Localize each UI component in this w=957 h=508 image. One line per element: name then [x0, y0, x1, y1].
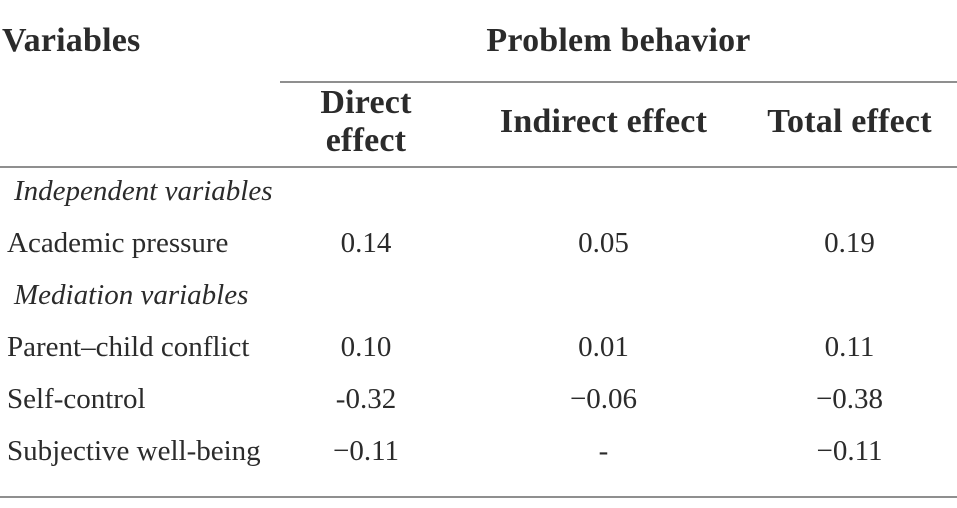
cell-indirect-effect: 0.01: [578, 330, 629, 363]
cell-direct-effect: −0.11: [332, 434, 400, 467]
section-row-independent-variables: Independent variables: [0, 167, 957, 219]
row-label: Self-control: [7, 382, 146, 415]
table-row-parent-child-conflict: Parent–child conflict 0.10 0.01 0.11: [0, 323, 957, 375]
row-label: Parent–child conflict: [7, 330, 250, 363]
cell-total-effect: 0.19: [824, 226, 875, 259]
cell-total-effect: 0.11: [824, 330, 875, 363]
empty-corner-cell: [0, 82, 280, 168]
table-row-self-control: Self-control -0.32 −0.06 −0.38: [0, 375, 957, 427]
column-header-direct-effect: Direct effect: [280, 82, 452, 168]
cell-total-effect: −0.11: [816, 434, 883, 467]
bottom-rule-row: [0, 479, 957, 498]
column-header-indirect-effect: Indirect effect: [452, 82, 755, 168]
cell-direct-effect: -0.32: [335, 382, 397, 415]
cell-indirect-effect: -: [598, 434, 609, 467]
cell-direct-effect: 0.10: [340, 330, 392, 363]
cell-total-effect: −0.38: [815, 382, 884, 415]
cell-direct-effect: 0.14: [340, 226, 392, 259]
row-label: Academic pressure: [7, 226, 229, 259]
row-label: Subjective well-being: [7, 434, 261, 467]
section-label: Mediation variables: [14, 278, 249, 311]
section-label: Independent variables: [14, 175, 273, 207]
variables-column-header: Variables: [2, 22, 141, 59]
table-row-subjective-well-being: Subjective well-being −0.11 - −0.11: [0, 427, 957, 479]
spanner-header-row: Variables Problem behavior: [0, 0, 957, 83]
bottom-rule: [0, 479, 957, 498]
effect-columns-header-row: Direct effect Indirect effect Total effe…: [0, 82, 957, 168]
column-header-total-effect: Total effect: [755, 82, 957, 168]
table-row-academic-pressure: Academic pressure 0.14 0.05 0.19: [0, 219, 957, 271]
cell-indirect-effect: 0.05: [578, 226, 629, 259]
cell-indirect-effect: −0.06: [569, 382, 638, 415]
problem-behavior-spanner-header: Problem behavior: [280, 0, 957, 83]
section-row-mediation-variables: Mediation variables: [0, 271, 957, 323]
